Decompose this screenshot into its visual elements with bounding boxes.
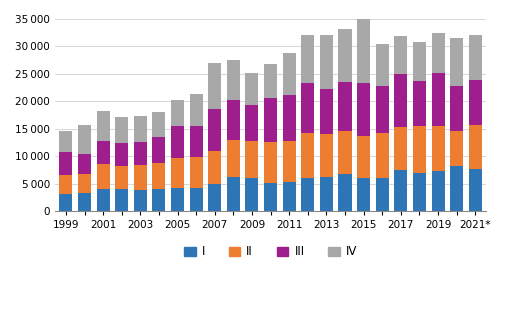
Bar	[153, 163, 165, 189]
Bar	[431, 33, 445, 73]
Bar	[190, 126, 203, 157]
Bar	[376, 133, 389, 178]
Bar	[190, 188, 203, 212]
Bar	[339, 131, 351, 174]
Bar	[469, 35, 482, 80]
Bar	[208, 63, 221, 108]
Bar	[394, 170, 407, 212]
Bar	[97, 111, 110, 141]
Bar	[171, 157, 184, 188]
Bar	[450, 166, 463, 212]
Bar	[59, 152, 73, 175]
Bar	[78, 193, 91, 212]
Bar	[153, 189, 165, 212]
Bar	[134, 165, 147, 190]
Bar	[301, 35, 314, 83]
Bar	[357, 19, 370, 83]
Bar	[97, 141, 110, 164]
Bar	[134, 190, 147, 212]
Bar	[450, 131, 463, 166]
Bar	[134, 141, 147, 165]
Bar	[208, 108, 221, 151]
Bar	[450, 38, 463, 85]
Bar	[227, 140, 240, 177]
Bar	[301, 133, 314, 178]
Bar	[394, 74, 407, 127]
Bar	[394, 36, 407, 74]
Bar	[283, 52, 296, 95]
Bar	[115, 143, 128, 166]
Bar	[320, 177, 333, 212]
Bar	[245, 179, 259, 212]
Bar	[59, 175, 73, 194]
Bar	[413, 81, 426, 126]
Bar	[171, 126, 184, 157]
Bar	[115, 189, 128, 212]
Bar	[339, 82, 351, 131]
Bar	[394, 127, 407, 170]
Bar	[264, 142, 277, 183]
Bar	[431, 73, 445, 126]
Bar	[320, 89, 333, 134]
Bar	[283, 141, 296, 182]
Bar	[227, 60, 240, 100]
Bar	[357, 179, 370, 212]
Bar	[469, 169, 482, 212]
Bar	[357, 136, 370, 179]
Bar	[59, 131, 73, 152]
Bar	[357, 83, 370, 136]
Bar	[376, 86, 389, 133]
Bar	[134, 116, 147, 141]
Bar	[376, 44, 389, 86]
Bar	[78, 124, 91, 154]
Bar	[264, 98, 277, 142]
Bar	[301, 178, 314, 212]
Bar	[413, 173, 426, 212]
Bar	[171, 188, 184, 212]
Bar	[320, 134, 333, 177]
Bar	[59, 194, 73, 212]
Bar	[208, 151, 221, 184]
Bar	[115, 166, 128, 189]
Bar	[413, 42, 426, 81]
Bar	[245, 105, 259, 141]
Bar	[283, 95, 296, 141]
Bar	[153, 112, 165, 137]
Bar	[245, 141, 259, 179]
Bar	[153, 137, 165, 163]
Bar	[190, 94, 203, 126]
Bar	[97, 189, 110, 212]
Bar	[245, 73, 259, 105]
Bar	[283, 182, 296, 212]
Bar	[339, 29, 351, 82]
Bar	[264, 64, 277, 98]
Bar	[431, 171, 445, 212]
Bar	[301, 83, 314, 133]
Bar	[469, 125, 482, 169]
Bar	[469, 80, 482, 125]
Bar	[413, 126, 426, 173]
Bar	[78, 154, 91, 174]
Bar	[376, 178, 389, 212]
Bar	[190, 157, 203, 188]
Bar	[171, 100, 184, 126]
Bar	[339, 174, 351, 212]
Bar	[320, 36, 333, 89]
Legend: I, II, III, IV: I, II, III, IV	[179, 241, 362, 263]
Bar	[115, 117, 128, 143]
Bar	[264, 183, 277, 212]
Bar	[227, 100, 240, 140]
Bar	[450, 85, 463, 131]
Bar	[227, 177, 240, 212]
Bar	[431, 126, 445, 171]
Bar	[78, 174, 91, 193]
Bar	[97, 164, 110, 189]
Bar	[208, 184, 221, 212]
